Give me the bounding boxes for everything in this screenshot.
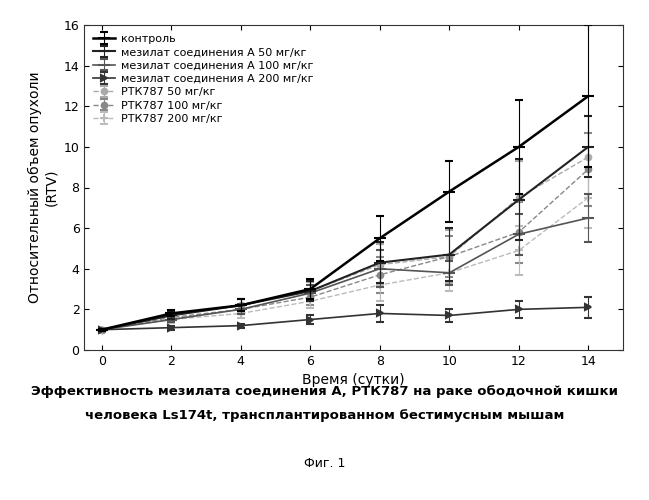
Legend: контроль, мезилат соединения А 50 мг/кг, мезилат соединения А 100 мг/кг, мезилат: контроль, мезилат соединения А 50 мг/кг,…	[90, 30, 317, 127]
Y-axis label: Относительный объем опухоли
(RTV): Относительный объем опухоли (RTV)	[28, 72, 58, 304]
X-axis label: Время (сутки): Время (сутки)	[302, 374, 405, 388]
Text: человека Ls174t, трансплантированном бестимусным мышам: человека Ls174t, трансплантированном бес…	[85, 410, 564, 422]
Text: Эффективность мезилата соединения А, РТК787 на раке ободочной кишки: Эффективность мезилата соединения А, РТК…	[31, 384, 618, 398]
Text: Фиг. 1: Фиг. 1	[304, 457, 345, 470]
